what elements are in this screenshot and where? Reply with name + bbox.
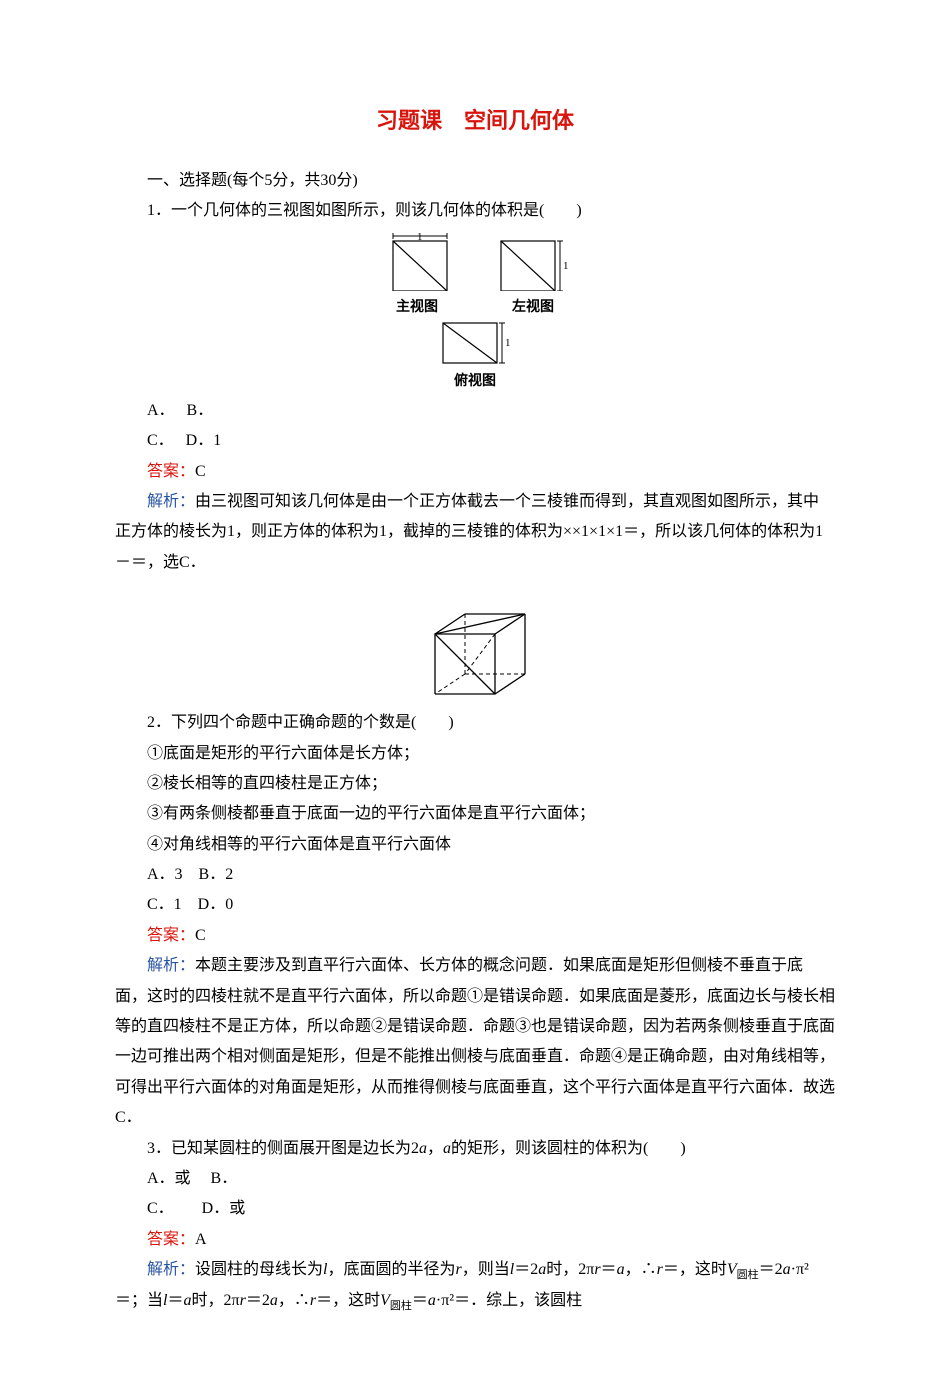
main-view-cap: 主视图	[396, 293, 438, 320]
explain-label: 解析：	[147, 957, 195, 974]
t: ²＝．综上，该圆柱	[449, 1292, 582, 1309]
q3-opt-a: A．或 B．	[115, 1164, 835, 1194]
q2-opt-a: A．3 B．2	[115, 860, 835, 890]
var-a: a	[428, 1292, 436, 1309]
q2-opt-c: C．1 D．0	[115, 890, 835, 920]
var-v: V	[380, 1292, 390, 1309]
sub: 圆柱	[737, 1269, 759, 1281]
q1-answer: 答案：C	[115, 457, 835, 487]
q2-answer-value: C	[195, 927, 206, 944]
q1-left-view: 1 左视图	[497, 233, 569, 320]
t: ·π	[436, 1292, 449, 1309]
q2-s2: ②棱长相等的直四棱柱是正方体；	[115, 769, 835, 799]
t: 时，2π	[191, 1292, 239, 1309]
q1-stem: 1．一个几何体的三视图如图所示，则该几何体的体积是( )	[115, 196, 835, 226]
left-view-svg: 1	[497, 233, 569, 291]
answer-label: 答案：	[147, 927, 195, 944]
main-view-svg: 1	[381, 233, 453, 291]
t: ，∴	[625, 1261, 657, 1278]
q3-stem-mid2: 的矩形，则该圆柱的体积为( )	[451, 1140, 686, 1157]
var-a: a	[270, 1292, 278, 1309]
left-view-cap: 左视图	[512, 293, 554, 320]
q1-three-views-row1: 1 主视图 1 左视图	[115, 233, 835, 320]
t: 设圆柱的母线长为	[195, 1261, 323, 1278]
var-a: a	[617, 1261, 625, 1278]
var-a: a	[443, 1140, 451, 1157]
q1-opt-c: C． D．1	[115, 426, 835, 456]
q2-s4: ④对角线相等的平行六面体是直平行六面体	[115, 830, 835, 860]
q3-answer-value: A	[195, 1231, 207, 1248]
q2-s3: ③有两条侧棱都垂直于底面一边的平行六面体是直平行六面体；	[115, 799, 835, 829]
t: ＝	[601, 1261, 617, 1278]
q1-opt-a: A． B．	[115, 396, 835, 426]
q2-explain: 解析：本题主要涉及到直平行六面体、长方体的概念问题．如果底面是矩形但侧棱不垂直于…	[115, 951, 835, 1133]
dim-1-right2: 1	[505, 337, 511, 349]
explain-label: 解析：	[147, 1261, 195, 1278]
t: ＝2	[246, 1292, 270, 1309]
q3-stem-mid1: ，	[427, 1140, 443, 1157]
t: ＝2	[514, 1261, 538, 1278]
q3-opt-c: C． D．或	[115, 1194, 835, 1224]
answer-label: 答案：	[147, 1231, 195, 1248]
page-title: 习题课 空间几何体	[115, 100, 835, 142]
q2-s1: ①底面是矩形的平行六面体是长方体；	[115, 739, 835, 769]
q1-explain: 解析：由三视图可知该几何体是由一个正方体截去一个三棱锥而得到，其直观图如图所示，…	[115, 487, 835, 578]
t: ＝，这时	[316, 1292, 380, 1309]
t: ＝	[412, 1292, 428, 1309]
top-view-cap: 俯视图	[454, 367, 496, 394]
q3-stem: 3．已知某圆柱的侧面展开图是边长为2a，a的矩形，则该圆柱的体积为( )	[115, 1134, 835, 1164]
q1-answer-value: C	[195, 463, 206, 480]
q3-stem-prefix: 3．已知某圆柱的侧面展开图是边长为2	[147, 1140, 419, 1157]
t: ·π	[791, 1261, 804, 1278]
var-a: a	[783, 1261, 791, 1278]
t: 时，2π	[546, 1261, 594, 1278]
dim-1-right: 1	[563, 260, 569, 272]
answer-label: 答案：	[147, 463, 195, 480]
oblique-svg	[405, 584, 545, 704]
q3-explain: 解析：设圆柱的母线长为l，底面圆的半径为r，则当l＝2a时，2πr＝a，∴r＝，…	[115, 1255, 835, 1317]
q1-oblique-figure	[115, 584, 835, 704]
q2-answer: 答案：C	[115, 921, 835, 951]
q1-three-views-row2: 1 俯视图	[115, 321, 835, 394]
var-a: a	[419, 1140, 427, 1157]
q3-answer: 答案：A	[115, 1225, 835, 1255]
t: ＝，这时	[663, 1261, 727, 1278]
section-heading: 一、选择题(每个5分，共30分)	[115, 166, 835, 196]
var-v: V	[727, 1261, 737, 1278]
explain-label: 解析：	[147, 493, 195, 510]
q2-stem: 2．下列四个命题中正确命题的个数是( )	[115, 708, 835, 738]
t: ，∴	[278, 1292, 310, 1309]
q1-top-view: 1 俯视图	[439, 321, 511, 394]
t: ＝2	[759, 1261, 783, 1278]
t: ，则当	[462, 1261, 510, 1278]
q1-main-view: 1 主视图	[381, 233, 453, 320]
t: ，底面圆的半径为	[327, 1261, 455, 1278]
sub: 圆柱	[390, 1300, 412, 1312]
q1-explain-text: 由三视图可知该几何体是由一个正方体截去一个三棱锥而得到，其直观图如图所示，其中正…	[115, 493, 823, 571]
t: ＝	[167, 1292, 183, 1309]
page: 习题课 空间几何体 一、选择题(每个5分，共30分) 1．一个几何体的三视图如图…	[0, 0, 950, 1377]
top-view-svg: 1	[439, 321, 511, 365]
q2-explain-text: 本题主要涉及到直平行六面体、长方体的概念问题．如果底面是矩形但侧棱不垂直于底面，…	[115, 957, 835, 1126]
